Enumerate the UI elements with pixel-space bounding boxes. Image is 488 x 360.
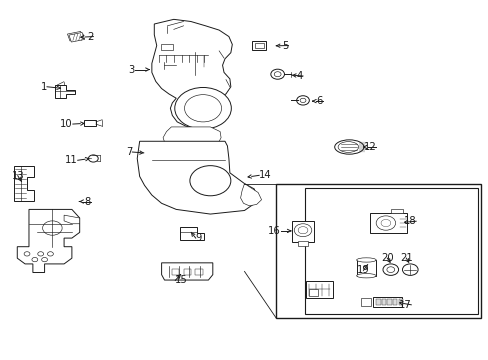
Circle shape: [88, 155, 98, 162]
Ellipse shape: [356, 274, 375, 278]
Bar: [171, 269, 179, 275]
Circle shape: [41, 257, 47, 262]
Text: 2: 2: [87, 32, 93, 41]
Bar: [392, 299, 397, 305]
Text: 6: 6: [316, 96, 322, 106]
Ellipse shape: [334, 140, 363, 154]
Circle shape: [42, 221, 62, 235]
Bar: [369, 213, 406, 233]
Bar: [254, 43, 263, 48]
Text: 12: 12: [363, 142, 375, 152]
Text: 10: 10: [60, 119, 73, 129]
Text: 1: 1: [41, 82, 47, 92]
Polygon shape: [179, 227, 204, 240]
Circle shape: [380, 220, 390, 226]
Polygon shape: [161, 263, 212, 280]
Text: 21: 21: [399, 253, 412, 263]
Bar: [251, 41, 266, 50]
Text: 20: 20: [380, 253, 393, 263]
Circle shape: [402, 264, 417, 275]
Bar: [83, 121, 96, 126]
Polygon shape: [163, 127, 221, 149]
Text: 19: 19: [356, 265, 369, 275]
Text: 16: 16: [268, 226, 281, 236]
Text: 11: 11: [65, 155, 78, 165]
Bar: [360, 298, 370, 306]
Bar: [356, 260, 375, 276]
Polygon shape: [17, 210, 80, 273]
Text: 14: 14: [259, 170, 271, 180]
Circle shape: [174, 87, 231, 129]
Circle shape: [184, 95, 221, 122]
Bar: [398, 299, 402, 305]
Bar: [375, 299, 380, 305]
Text: 7: 7: [126, 147, 132, 157]
Text: 17: 17: [398, 300, 410, 310]
Circle shape: [32, 257, 38, 262]
Text: 9: 9: [195, 233, 202, 243]
Bar: [298, 241, 307, 246]
Polygon shape: [240, 184, 261, 206]
Text: 5: 5: [282, 41, 288, 50]
Ellipse shape: [356, 258, 375, 262]
Bar: [381, 299, 386, 305]
Polygon shape: [14, 166, 34, 201]
Bar: [160, 44, 172, 50]
Polygon shape: [55, 85, 75, 98]
Circle shape: [300, 98, 305, 103]
Circle shape: [386, 267, 394, 273]
Text: 3: 3: [128, 64, 135, 75]
Polygon shape: [64, 215, 80, 224]
Bar: [292, 221, 313, 242]
Circle shape: [38, 252, 43, 256]
Text: 8: 8: [84, 197, 91, 207]
Bar: [67, 31, 83, 41]
Circle shape: [298, 226, 307, 234]
Text: 13: 13: [11, 171, 24, 181]
Circle shape: [296, 96, 309, 105]
Polygon shape: [157, 51, 215, 75]
Polygon shape: [152, 19, 232, 128]
Circle shape: [375, 216, 395, 230]
Text: 18: 18: [403, 216, 415, 226]
Bar: [390, 209, 402, 213]
Text: 4: 4: [296, 71, 303, 81]
Bar: [195, 269, 202, 275]
Bar: [69, 32, 84, 42]
Ellipse shape: [337, 141, 358, 152]
Circle shape: [270, 69, 284, 79]
Circle shape: [274, 72, 281, 77]
Circle shape: [189, 166, 230, 196]
Bar: [305, 188, 477, 315]
Text: 15: 15: [175, 275, 187, 285]
Circle shape: [294, 224, 311, 237]
Circle shape: [24, 252, 30, 256]
Circle shape: [382, 264, 398, 275]
Polygon shape: [137, 141, 256, 214]
Bar: [306, 281, 332, 298]
Bar: [276, 184, 480, 318]
Bar: [386, 299, 391, 305]
Circle shape: [47, 252, 53, 256]
Bar: [372, 297, 401, 307]
Bar: [309, 289, 318, 296]
Bar: [183, 269, 190, 275]
